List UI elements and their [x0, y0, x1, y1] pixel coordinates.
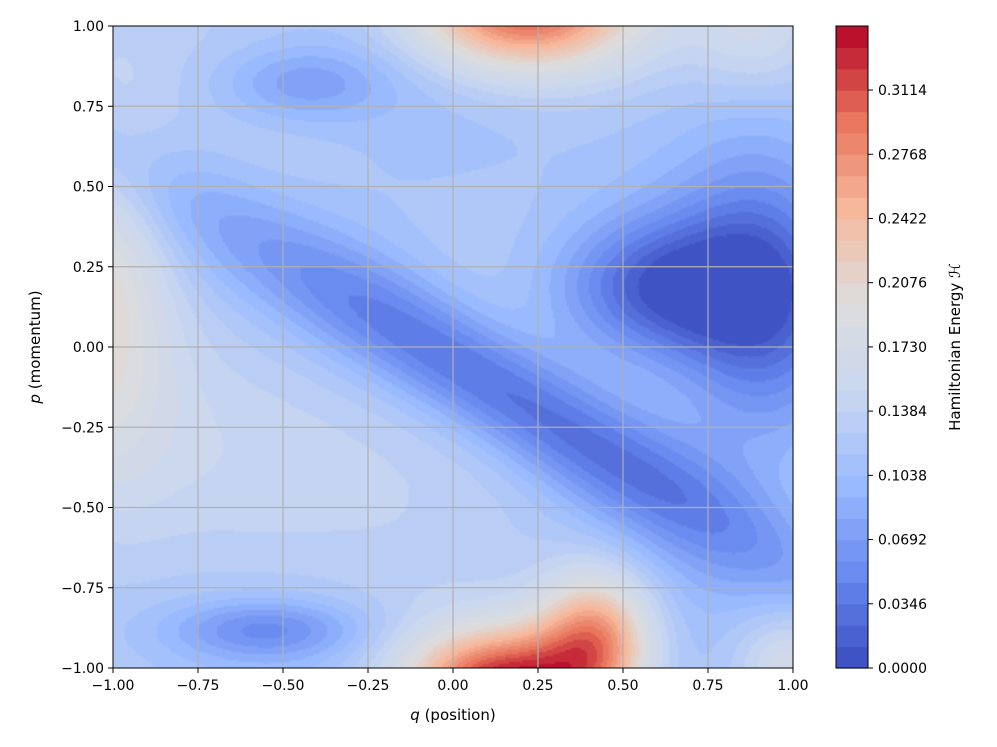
- colorbar-band: [836, 411, 868, 434]
- colorbar-band: [836, 47, 868, 70]
- colorbar-band: [836, 582, 868, 605]
- colorbar-band: [836, 603, 868, 626]
- colorbar-band: [836, 282, 868, 305]
- colorbar-tick-label: 0.0000: [878, 661, 927, 677]
- y-tick-label: 0.00: [73, 340, 104, 356]
- colorbar-band: [836, 26, 868, 48]
- colorbar-band: [836, 133, 868, 155]
- colorbar-band: [836, 625, 868, 648]
- colorbar-tick-label: 0.0346: [878, 597, 927, 613]
- x-tick-label: 0.50: [607, 678, 638, 694]
- colorbar-band: [836, 304, 868, 327]
- colorbar-band: [836, 197, 868, 220]
- colorbar-band: [836, 496, 868, 519]
- colorbar-label: Hamiltonian Energy ℋ: [946, 263, 964, 431]
- x-tick-label: −0.50: [262, 678, 305, 694]
- colorbar-tick-label: 0.1384: [878, 404, 927, 420]
- x-axis-ticks: −1.00 −0.75 −0.50 −0.25 0.00 0.25 0.50 0.75 1.00: [92, 668, 809, 694]
- plot-area: [112, 25, 794, 669]
- colorbar-band: [836, 90, 868, 113]
- colorbar-band: [836, 154, 868, 177]
- grid-lines: [113, 26, 793, 668]
- colorbar-tick-label: 0.0692: [878, 533, 927, 549]
- x-tick-label: 0.75: [692, 678, 723, 694]
- x-tick-label: 0.25: [522, 678, 553, 694]
- x-tick-label: 0.00: [437, 678, 468, 694]
- colorbar-band: [836, 261, 868, 284]
- x-tick-label: −0.75: [177, 678, 220, 694]
- colorbar-band: [836, 218, 868, 241]
- y-axis-ticks: −1.00 −0.75 −0.50 −0.25 0.00 0.25 0.50 0.75 1.00: [61, 19, 113, 677]
- x-tick-label: 1.00: [777, 678, 808, 694]
- y-axis-label: p (momentum): [26, 290, 44, 404]
- colorbar-band: [836, 111, 868, 134]
- colorbar-tick-label: 0.2768: [878, 147, 927, 163]
- colorbar-tick-label: 0.1038: [878, 468, 927, 484]
- colorbar-tick-label: 0.1730: [878, 340, 927, 356]
- colorbar: 0.0000 0.0346 0.0692 0.1038 0.1384 0.1730 0.20…: [835, 25, 964, 677]
- colorbar-band: [836, 432, 868, 455]
- colorbar-band: [836, 368, 868, 391]
- y-tick-label: 0.75: [73, 99, 104, 115]
- colorbar-band: [836, 347, 868, 369]
- colorbar-band: [836, 454, 868, 476]
- colorbar-ticks: 0.0000 0.0346 0.0692 0.1038 0.1384 0.1730 0.20…: [868, 83, 927, 677]
- colorbar-tick-label: 0.2076: [878, 276, 927, 292]
- x-tick-label: −0.25: [347, 678, 390, 694]
- colorbar-tick-label: 0.3114: [878, 83, 927, 99]
- colorbar-band: [836, 389, 868, 412]
- colorbar-band: [836, 539, 868, 562]
- x-axis-label: q (position): [410, 706, 495, 724]
- colorbar-band: [836, 68, 868, 91]
- colorbar-band: [836, 646, 868, 669]
- colorbar-band: [836, 561, 868, 583]
- colorbar-tick-label: 0.2422: [878, 211, 927, 227]
- y-tick-label: −0.25: [61, 420, 104, 436]
- y-tick-label: −1.00: [61, 661, 104, 677]
- y-tick-label: −0.50: [61, 501, 104, 517]
- colorbar-band: [836, 240, 868, 262]
- colorbar-band: [836, 325, 868, 348]
- y-tick-label: −0.75: [61, 581, 104, 597]
- colorbar-bands: [836, 26, 868, 669]
- x-tick-label: −1.00: [92, 678, 135, 694]
- colorbar-band: [836, 175, 868, 198]
- colorbar-band: [836, 475, 868, 498]
- y-tick-label: 0.25: [73, 260, 104, 276]
- colorbar-band: [836, 518, 868, 541]
- y-tick-label: 1.00: [73, 19, 104, 35]
- y-tick-label: 0.50: [73, 180, 104, 196]
